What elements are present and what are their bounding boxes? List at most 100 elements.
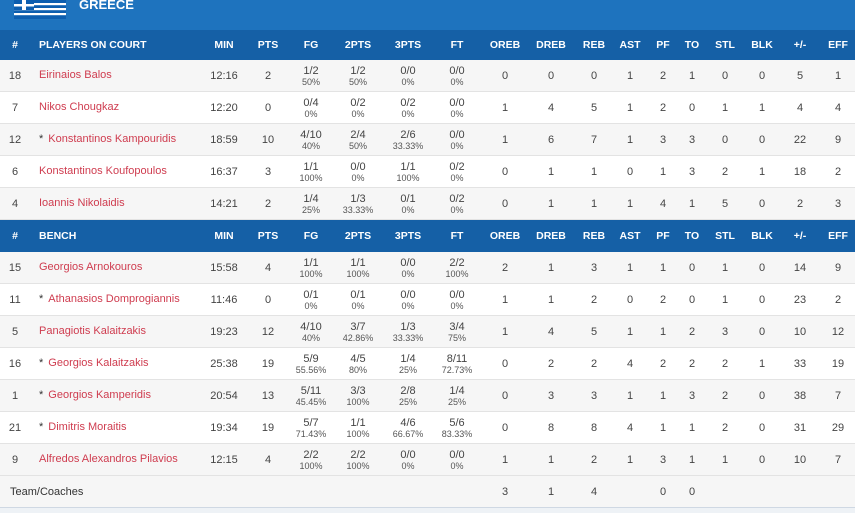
made-attempted: 1/4 <box>449 385 465 397</box>
shooting-cell: 0/4 0% <box>303 97 318 119</box>
stat-cell: 4 <box>11 198 19 210</box>
column-header: FG <box>303 230 319 242</box>
player-name-text[interactable]: Georgios Kalaitzakis <box>48 357 149 369</box>
player-name-text[interactable]: Georgios Kamperidis <box>48 389 151 401</box>
stat-cell: 0 <box>659 486 667 498</box>
player-name[interactable]: Eirinaios Balos <box>39 69 112 81</box>
percentage: 50% <box>348 141 368 151</box>
player-name-text[interactable]: Georgios Arnokouros <box>39 261 143 273</box>
made-attempted: 0/4 <box>303 97 319 109</box>
stat-cell: 4 <box>626 422 634 434</box>
column-header: BENCH <box>39 230 77 242</box>
stat-cell: 33 <box>793 358 807 370</box>
player-name-text[interactable]: Panagiotis Kalaitzakis <box>39 325 147 337</box>
player-name[interactable]: Georgios Arnokouros <box>39 261 142 273</box>
stat-cell: 19 <box>261 422 275 434</box>
shooting-cell: 0/2 0% <box>449 193 464 215</box>
column-header: # <box>12 230 18 242</box>
stat-cell: 19:23 <box>210 326 238 338</box>
stat-cell: 1 <box>659 390 667 402</box>
player-name[interactable]: Alfredos Alexandros Pilavios <box>39 453 178 465</box>
starter-marker: * <box>39 357 44 369</box>
column-header: 2PTS <box>344 39 372 51</box>
player-name-text[interactable]: Nikos Chougkaz <box>39 101 120 113</box>
stat-cell: 22 <box>793 134 807 146</box>
stat-cell: 4 <box>626 358 634 370</box>
percentage: 25% <box>398 365 418 375</box>
column-header: OREB <box>489 39 521 51</box>
made-attempted: 1/1 <box>303 161 319 173</box>
stat-cell: 19 <box>831 358 845 370</box>
player-name[interactable]: * Georgios Kamperidis <box>39 389 151 401</box>
made-attempted: 8/11 <box>446 353 468 365</box>
stat-cell: 29 <box>831 422 845 434</box>
made-attempted: 5/6 <box>449 417 465 429</box>
player-name[interactable]: Panagiotis Kalaitzakis <box>39 325 146 337</box>
percentage: 55.56% <box>295 365 327 375</box>
stat-cell: 0 <box>501 358 509 370</box>
table-header: # PLAYERS ON COURT MIN PTS FG 2PTS 3PTS FT OREB D… <box>0 30 855 60</box>
shooting-cell: 1/2 50% <box>302 65 320 87</box>
made-attempted: 0/1 <box>400 193 416 205</box>
column-header: FG <box>303 39 319 51</box>
player-name-text[interactable]: Athanasios Domprogiannis <box>48 293 180 305</box>
stat-cell: 25:38 <box>210 358 238 370</box>
stat-cell: 0 <box>721 70 729 82</box>
player-name[interactable]: Konstantinos Koufopoulos <box>39 165 167 177</box>
player-name-text[interactable]: Konstantinos Kampouridis <box>48 133 177 145</box>
percentage: 33.33% <box>392 333 424 343</box>
player-name-text[interactable]: Konstantinos Koufopoulos <box>39 165 167 177</box>
stat-cell: 0 <box>501 70 509 82</box>
stat-cell: 13 <box>261 390 275 402</box>
stat-cell: 0 <box>758 134 766 146</box>
stat-cell: 0 <box>758 454 766 466</box>
stat-cell: 2 <box>501 262 509 274</box>
player-name[interactable]: * Georgios Kalaitzakis <box>39 357 149 369</box>
shooting-cell: 0/0 0% <box>400 65 415 87</box>
column-header: 3PTS <box>394 230 422 242</box>
stat-cell: 1 <box>626 134 634 146</box>
shooting-cell: 1/3 33.33% <box>343 193 374 215</box>
percentage: 100% <box>299 461 323 471</box>
stat-cell: 0 <box>758 262 766 274</box>
percentage: 0% <box>351 109 365 119</box>
stat-cell: 2 <box>659 294 667 306</box>
player-row: 11 * Athanasios Domprogiannis 11:46 0 0/1 0% 0/… <box>0 284 855 316</box>
stat-cell: 1 <box>501 294 509 306</box>
shooting-cell: 4/10 40% <box>300 321 321 343</box>
made-attempted: 2/2 <box>303 449 319 461</box>
player-name[interactable]: Nikos Chougkaz <box>39 101 119 113</box>
made-attempted: 0/0 <box>449 129 465 141</box>
percentage: 72.73% <box>441 365 473 375</box>
player-name[interactable]: * Athanasios Domprogiannis <box>39 293 180 305</box>
made-attempted: 0/2 <box>449 193 465 205</box>
percentage: 71.43% <box>295 429 327 439</box>
stat-cell: 4 <box>264 262 272 274</box>
stat-cell: 1 <box>501 454 509 466</box>
stat-cell: 7 <box>590 134 598 146</box>
player-name-text[interactable]: Ioannis Nikolaidis <box>39 197 125 209</box>
made-attempted: 1/2 <box>303 65 319 77</box>
percentage: 25% <box>301 205 321 215</box>
shooting-cell: 1/4 25% <box>399 353 417 375</box>
stat-cell: 1 <box>758 102 766 114</box>
percentage: 33.33% <box>342 205 374 215</box>
stat-cell: 0 <box>758 198 766 210</box>
player-name-text[interactable]: Alfredos Alexandros Pilavios <box>39 453 178 465</box>
stat-cell: 1 <box>626 326 634 338</box>
player-name[interactable]: * Konstantinos Kampouridis <box>39 133 176 145</box>
bottom-border <box>0 508 855 513</box>
percentage: 0% <box>450 109 464 119</box>
stat-cell: 1 <box>758 166 766 178</box>
stat-cell: 0 <box>721 134 729 146</box>
player-name[interactable]: Ioannis Nikolaidis <box>39 197 125 209</box>
stat-cell: 3 <box>659 454 667 466</box>
player-name-text[interactable]: Dimitris Moraitis <box>48 421 127 433</box>
percentage: 100% <box>346 269 370 279</box>
stat-cell: 2 <box>834 166 842 178</box>
made-attempted: 3/3 <box>350 385 366 397</box>
percentage: 100% <box>299 269 323 279</box>
stat-cell: 7 <box>834 390 842 402</box>
player-name-text[interactable]: Eirinaios Balos <box>39 69 112 81</box>
player-name[interactable]: * Dimitris Moraitis <box>39 421 127 433</box>
